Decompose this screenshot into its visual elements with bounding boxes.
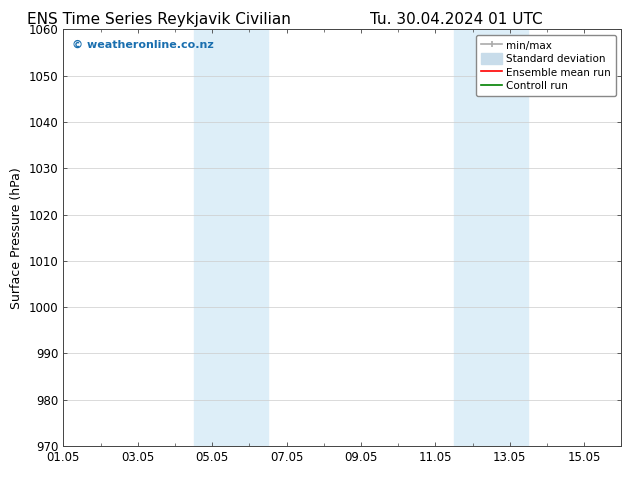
Text: ENS Time Series Reykjavik Civilian: ENS Time Series Reykjavik Civilian [27, 12, 290, 27]
Text: Tu. 30.04.2024 01 UTC: Tu. 30.04.2024 01 UTC [370, 12, 543, 27]
Bar [193, 29, 268, 446]
Text: © weatheronline.co.nz: © weatheronline.co.nz [72, 40, 214, 50]
Y-axis label: Surface Pressure (hPa): Surface Pressure (hPa) [10, 167, 23, 309]
Bar [454, 29, 528, 446]
Legend: min/max, Standard deviation, Ensemble mean run, Controll run: min/max, Standard deviation, Ensemble me… [476, 35, 616, 96]
